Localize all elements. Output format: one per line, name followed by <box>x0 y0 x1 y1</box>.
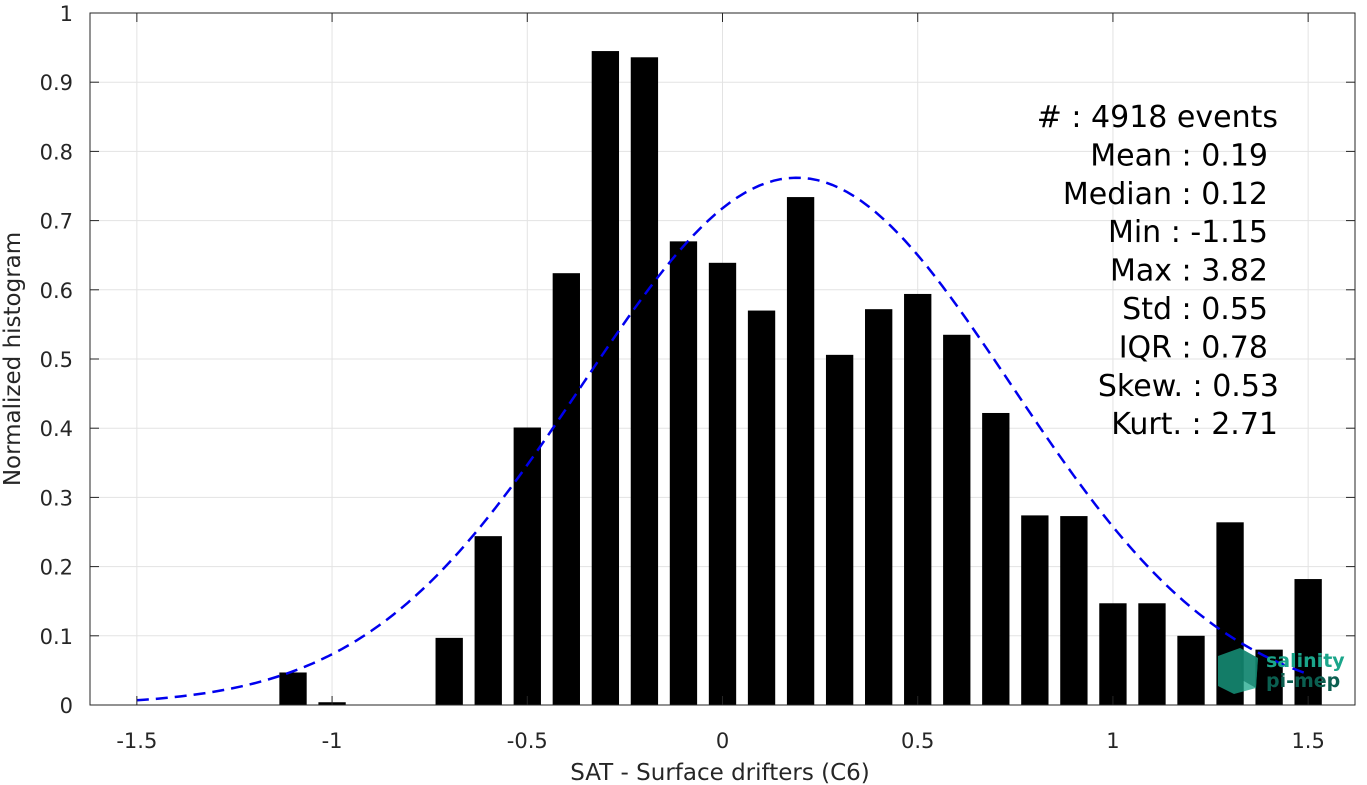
y-tick-label: 0.9 <box>40 71 73 95</box>
y-tick-label: 0.1 <box>40 625 73 649</box>
statistics-line: IQR : 0.78 <box>1119 330 1268 365</box>
x-tick-label: 0 <box>716 729 729 753</box>
y-axis-label: Normalized histogram <box>0 232 26 486</box>
x-tick-label: -1.5 <box>116 729 157 753</box>
histogram-bar <box>825 354 854 705</box>
y-tick-label: 0.5 <box>40 348 73 372</box>
statistics-line: Min : -1.15 <box>1108 215 1268 250</box>
histogram-bar <box>591 51 620 706</box>
x-tick-label: 0.5 <box>901 729 934 753</box>
histogram-bar <box>904 293 932 705</box>
axis-ticks <box>90 12 1355 706</box>
y-tick-label: 0 <box>60 694 73 718</box>
histogram-bar <box>1099 603 1127 705</box>
gaussian-fit-curve <box>136 176 1309 702</box>
histogram-bar <box>786 197 815 705</box>
histogram-bar <box>630 57 659 705</box>
histogram-bar <box>747 310 776 705</box>
histogram-bar <box>1060 516 1088 705</box>
y-tick-label: 0.4 <box>40 417 73 441</box>
y-tick-label: 0.3 <box>40 486 73 510</box>
x-tick-label: -0.5 <box>507 729 548 753</box>
histogram-bars <box>279 51 1322 706</box>
statistics-line: Kurt. : 2.71 <box>1111 407 1278 442</box>
y-tick-labels: 0 0.1 0.2 0.3 0.4 0.5 0.6 0.7 0.8 0.9 1 <box>40 2 73 718</box>
histogram-bar <box>708 262 737 705</box>
logo-text-salinity: salinity <box>1266 650 1345 672</box>
histogram-bar <box>513 427 541 705</box>
histogram-bar <box>1177 635 1205 705</box>
histogram-bar <box>865 309 893 705</box>
statistics-line: Std : 0.55 <box>1122 292 1268 327</box>
x-tick-label: -1 <box>322 729 343 753</box>
histogram-bar <box>1294 579 1322 705</box>
statistics-line: # : 4918 events <box>1037 100 1278 135</box>
histogram-bar <box>982 412 1010 705</box>
x-tick-label: 1.5 <box>1291 729 1324 753</box>
salinity-pimep-logo: salinity pi-mep <box>1218 648 1345 694</box>
y-tick-label: 0.8 <box>40 140 73 164</box>
y-tick-label: 0.2 <box>40 556 73 580</box>
histogram-bar <box>474 536 502 705</box>
histogram-bar <box>1021 515 1049 705</box>
x-axis-label: SAT - Surface drifters (C6) <box>570 760 870 785</box>
statistics-line: Mean : 0.19 <box>1090 138 1268 173</box>
histogram-bar <box>669 241 698 706</box>
y-tick-label: 0.7 <box>40 210 73 234</box>
histogram-bar <box>943 334 971 705</box>
statistics-line: Skew. : 0.53 <box>1098 369 1279 404</box>
histogram-bar <box>1255 649 1283 705</box>
x-tick-labels: -1.5 -1 -0.5 0 0.5 1 1.5 <box>116 729 1324 753</box>
histogram-bar <box>552 273 580 705</box>
histogram-bar <box>435 637 463 705</box>
statistics-line: Median : 0.12 <box>1063 177 1268 212</box>
y-tick-label: 1 <box>60 2 73 26</box>
x-tick-label: 1 <box>1106 729 1119 753</box>
histogram-bar <box>279 672 307 705</box>
statistics-line: Max : 3.82 <box>1110 254 1268 289</box>
logo-cube-shade <box>1240 648 1258 688</box>
histogram-bar <box>1138 603 1166 705</box>
y-tick-label: 0.6 <box>40 279 73 303</box>
logo-text-pimep: pi-mep <box>1266 670 1340 692</box>
